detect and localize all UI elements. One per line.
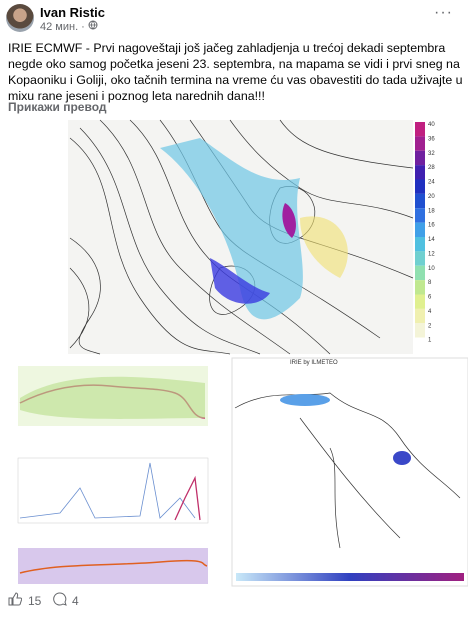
colorbar-label: 18 <box>428 208 435 214</box>
post-text: IRIE ECMWF - Prvi nagoveštaji još jačeg … <box>8 41 463 103</box>
colorbar-step <box>415 337 425 352</box>
colorbar-step <box>415 308 425 324</box>
colorbar: 40 36 32 28 24 20 18 16 14 12 10 8 6 4 2 1 <box>415 122 435 352</box>
colorbar-label: 8 <box>428 280 432 286</box>
colorbar-label: 28 <box>428 165 435 171</box>
colorbar-step <box>415 122 425 137</box>
reaction-count[interactable]: 15 <box>28 594 42 608</box>
colorbar-step <box>415 280 425 295</box>
plot-2-main <box>174 475 201 521</box>
colorbar-step <box>415 193 425 209</box>
colorbar-step <box>415 323 425 338</box>
comment-count[interactable]: 4 <box>72 594 79 608</box>
snow-balkans <box>393 451 411 465</box>
colorbar-label: 36 <box>428 136 435 142</box>
time-text: 42 мин. · <box>40 21 85 33</box>
like-icon[interactable] <box>8 592 22 606</box>
colorbar-step <box>415 179 425 194</box>
colorbar-step <box>415 294 425 309</box>
colorbar-label: 1 <box>428 338 432 344</box>
colorbar-step <box>415 265 425 281</box>
colorbar-step <box>415 165 425 180</box>
colorbar-step <box>415 222 425 237</box>
colorbar-label: 6 <box>428 295 432 301</box>
post-images[interactable]: 40 36 32 28 24 20 18 16 14 12 10 8 6 4 2 1 IRIE by ILME… <box>0 118 468 590</box>
colorbar-label: 2 <box>428 323 432 329</box>
plot-3 <box>18 548 208 584</box>
more-button[interactable]: ··· <box>434 4 453 21</box>
colorbar-label: 24 <box>428 180 435 186</box>
map2-colorbar <box>236 573 464 581</box>
precip-core <box>210 258 270 304</box>
map2-title: IRIE by ILMETEO <box>290 360 338 366</box>
map2-background <box>231 357 468 587</box>
colorbar-label: 10 <box>428 266 435 272</box>
colorbar-label: 40 <box>428 122 435 128</box>
colorbar-step <box>415 136 425 151</box>
plot-1-spread <box>20 376 205 419</box>
comment-icon[interactable] <box>53 592 67 606</box>
coastlines <box>234 392 461 549</box>
colorbar-label: 32 <box>428 151 435 157</box>
colorbar-step <box>415 237 425 252</box>
avatar[interactable] <box>6 4 34 32</box>
translate-link[interactable]: Прикажи превод <box>8 100 107 114</box>
colorbar-label: 12 <box>428 251 435 257</box>
precip-light <box>300 216 348 278</box>
colorbar-label: 20 <box>428 194 435 200</box>
colorbar-step <box>415 150 425 166</box>
colorbar-label: 14 <box>428 237 435 243</box>
precip-area <box>160 138 303 320</box>
snow-alps <box>280 394 330 406</box>
colorbar-step <box>415 251 425 266</box>
colorbar-step <box>415 208 425 223</box>
plot-2 <box>17 457 209 524</box>
author-name[interactable]: Ivan Ristic <box>40 5 106 20</box>
plot-2-lines <box>19 462 196 519</box>
post-time[interactable]: 42 мин. · <box>40 20 98 33</box>
precip-max <box>282 203 296 238</box>
colorbar-label: 16 <box>428 223 435 229</box>
colorbar-label: 4 <box>428 309 432 315</box>
globe-icon <box>88 20 98 30</box>
plot-3-line <box>19 559 208 574</box>
